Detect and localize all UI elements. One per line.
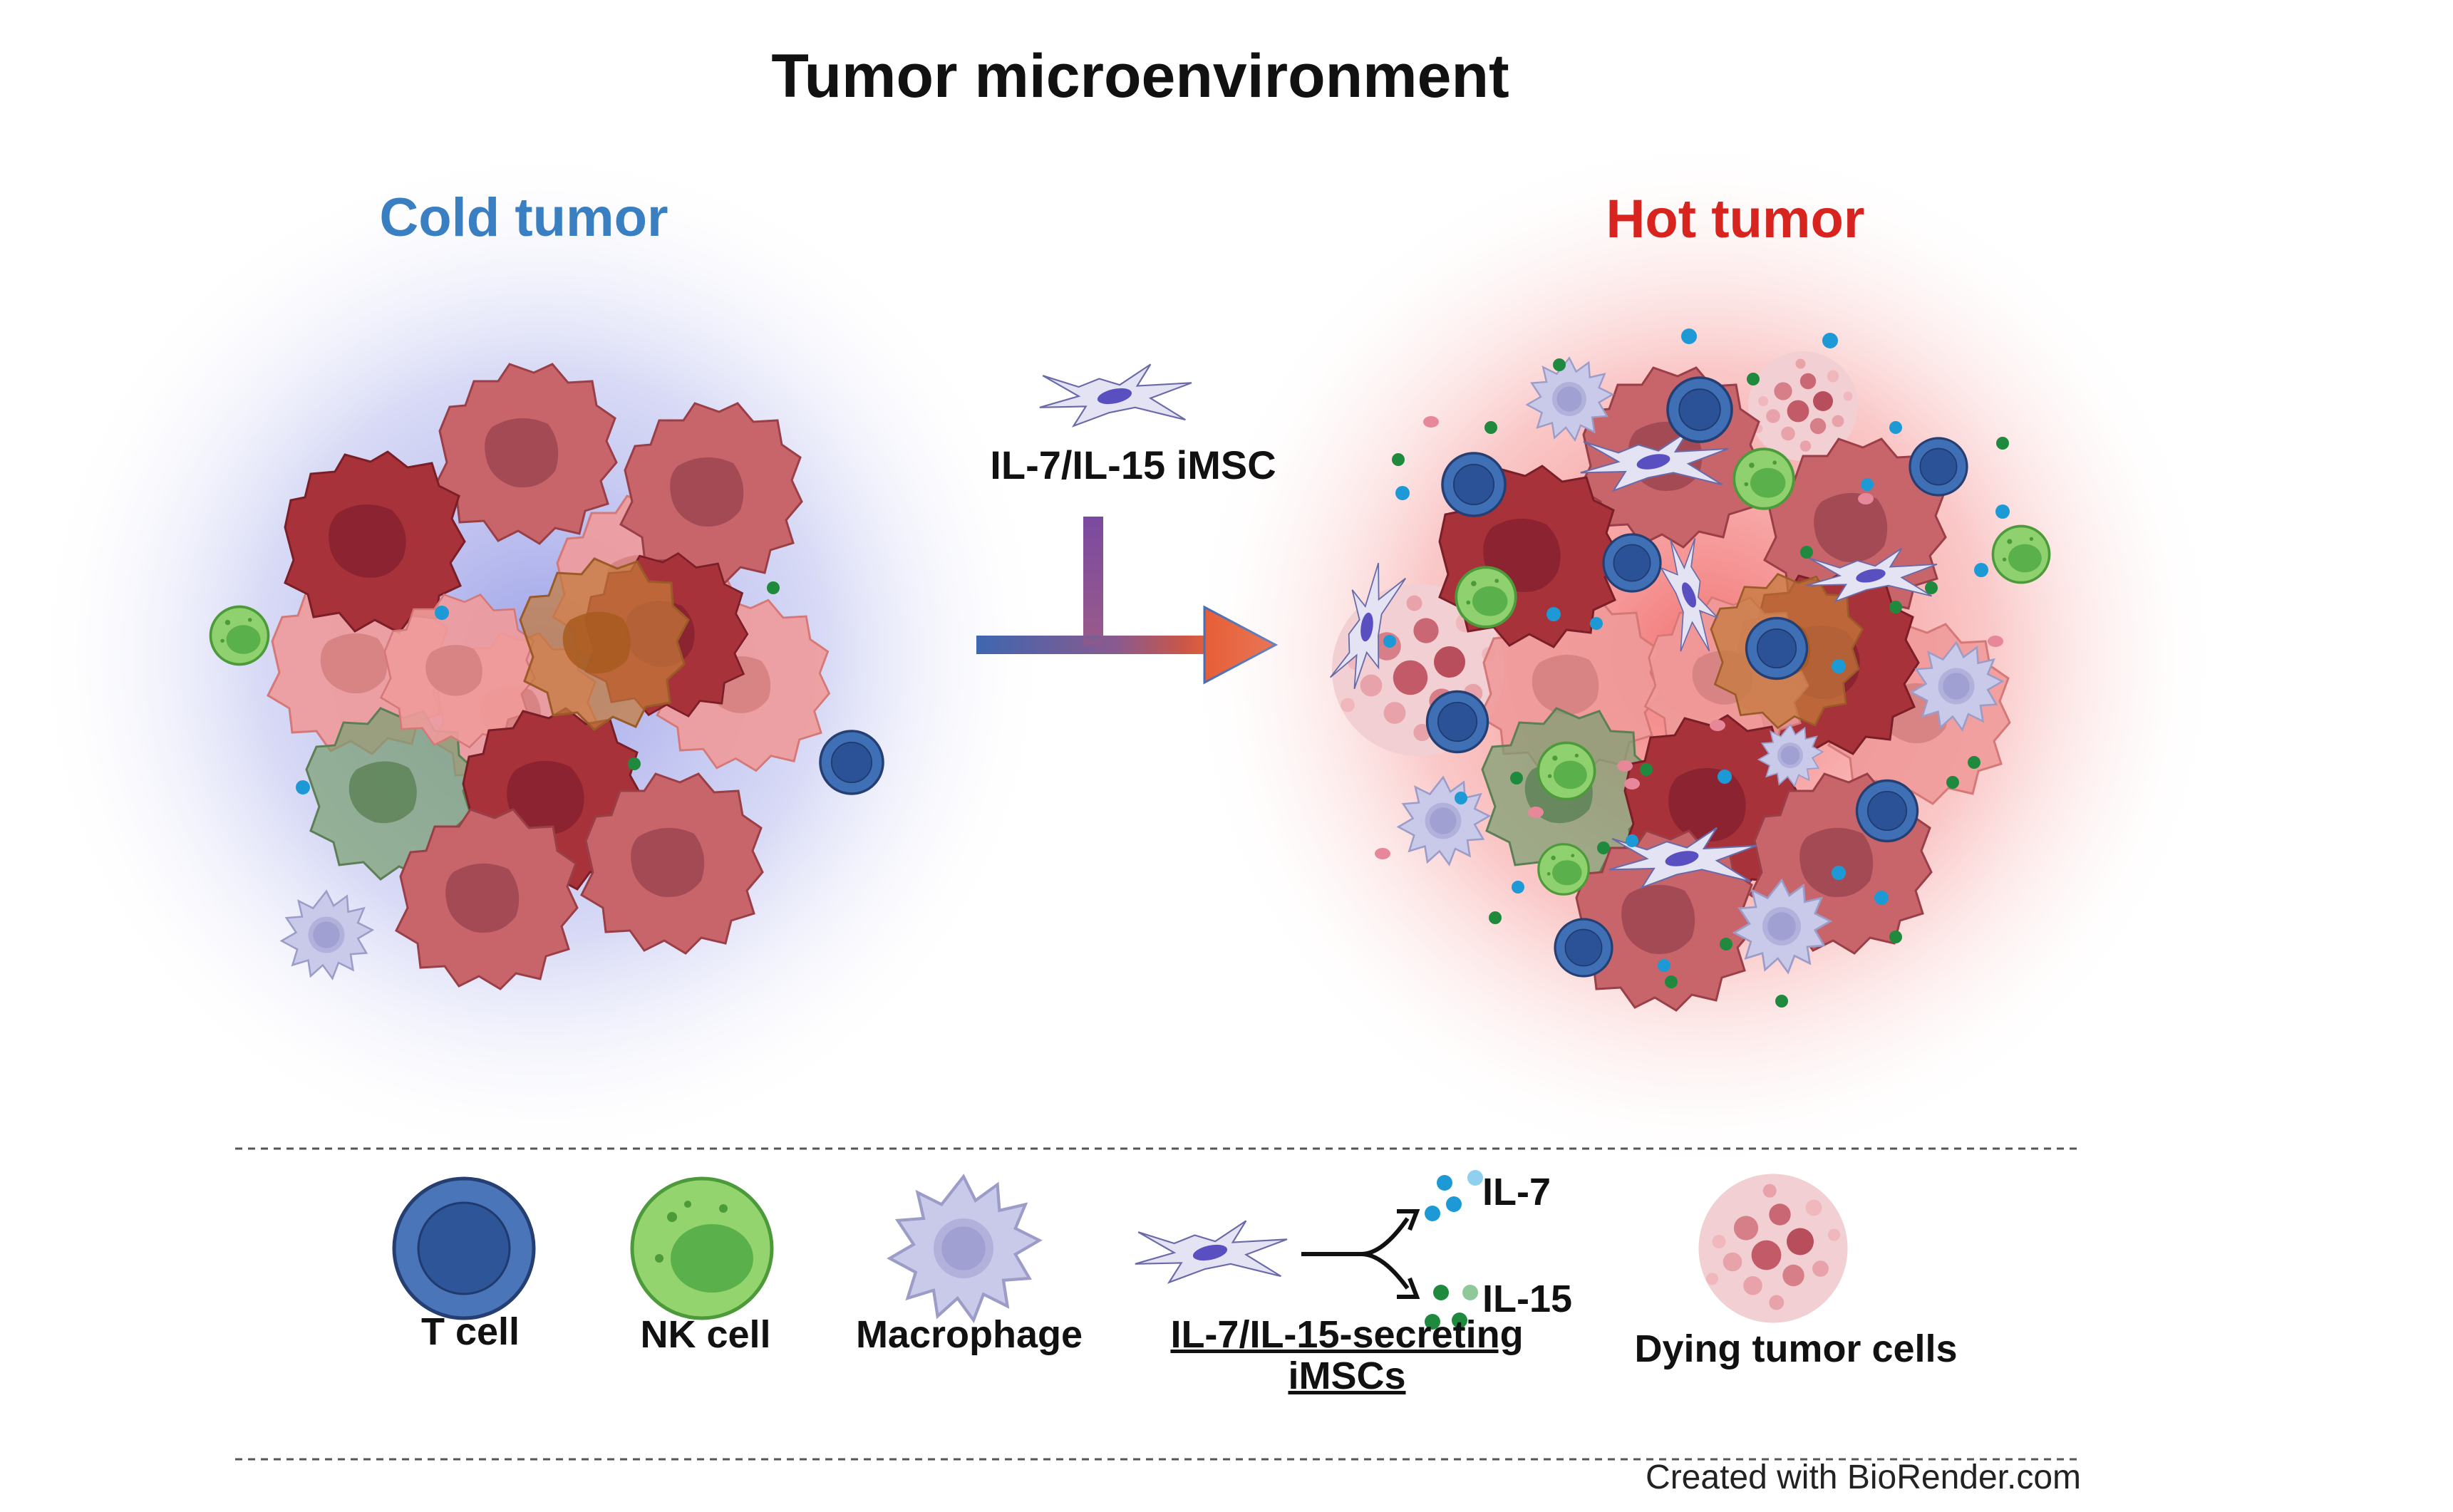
legend-nk-cell-label: NK cell <box>640 1313 771 1356</box>
il7-dots-icon <box>1425 1170 1483 1221</box>
cold-tumor-panel <box>29 143 1055 1169</box>
hot-tumor-title: Hot tumor <box>1606 189 1865 249</box>
macrophage-icon <box>889 1176 1039 1320</box>
cold-t-cell-icon <box>819 730 884 795</box>
cold-tumor-title: Cold tumor <box>379 187 668 248</box>
legend-il15-label: IL-15 <box>1482 1278 1573 1320</box>
legend-macrophage-label: Macrophage <box>855 1313 1083 1356</box>
legend-dying-tumor-label: Dying tumor cells <box>1634 1327 1958 1370</box>
legend-imsc-label-line1: IL-7/IL-15-secreting <box>1170 1313 1524 1356</box>
main-title: Tumor microenvironment <box>771 42 1509 110</box>
hot-tumor-cluster <box>1320 328 2051 1012</box>
credit-text: Created with BioRender.com <box>1646 1459 2081 1496</box>
legend-imsc-label-line2: iMSCs <box>1288 1355 1406 1397</box>
cold-nk-cell-icon <box>209 605 270 666</box>
cold-tumor-cluster <box>267 363 830 990</box>
dying-tumor-cells-icon <box>1698 1174 1848 1323</box>
il15-dots-icon <box>1425 1285 1478 1330</box>
legend-t-cell-label: T cell <box>420 1310 520 1353</box>
legend <box>392 1170 1848 1330</box>
treatment-label: IL-7/IL-15 iMSC <box>990 442 1276 487</box>
legend-il7-label: IL-7 <box>1482 1171 1551 1213</box>
treatment-imsc-icon <box>1038 363 1193 427</box>
imsc-icon <box>1134 1220 1289 1283</box>
hot-tumor-panel <box>1183 135 2224 1176</box>
t-cell-icon <box>392 1176 536 1320</box>
nk-cell-icon <box>630 1176 774 1320</box>
imsc-secretion-arrows <box>1301 1209 1420 1299</box>
